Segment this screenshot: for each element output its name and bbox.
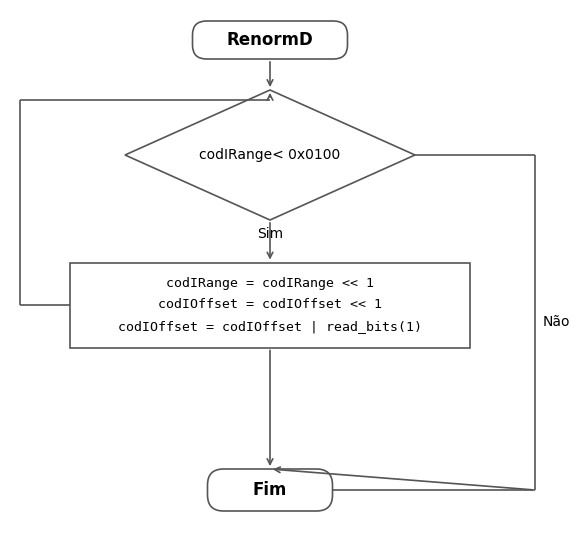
Text: Não: Não: [543, 315, 570, 329]
Polygon shape: [125, 90, 415, 220]
FancyBboxPatch shape: [207, 469, 332, 511]
FancyBboxPatch shape: [192, 21, 347, 59]
Text: codIRange = codIRange << 1: codIRange = codIRange << 1: [166, 277, 374, 290]
Text: codIRange< 0x0100: codIRange< 0x0100: [199, 148, 340, 162]
Text: codIOffset = codIOffset << 1: codIOffset = codIOffset << 1: [158, 299, 382, 311]
Text: Sim: Sim: [257, 227, 283, 241]
Bar: [70, 263, 470, 348]
Text: Fim: Fim: [253, 481, 287, 499]
Text: codIOffset = codIOffset | read_bits(1): codIOffset = codIOffset | read_bits(1): [118, 320, 422, 334]
Text: RenormD: RenormD: [226, 31, 313, 49]
